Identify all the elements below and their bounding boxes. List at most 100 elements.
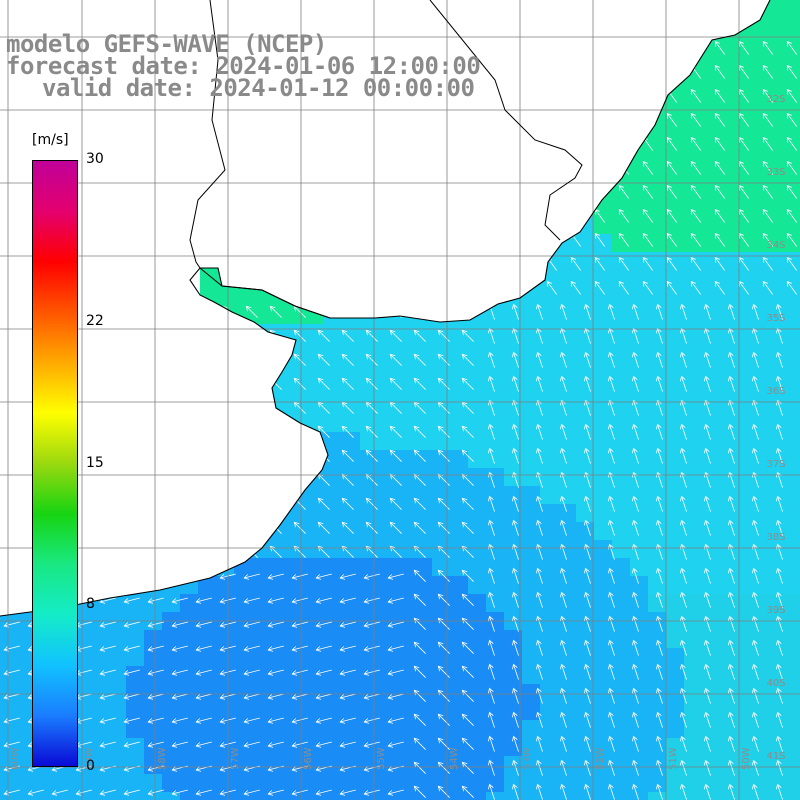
field-cell (0, 270, 19, 289)
field-cell (630, 0, 649, 19)
field-cell (0, 126, 19, 145)
field-cell (756, 720, 775, 739)
wind-arrow (197, 425, 210, 438)
field-cell (774, 576, 793, 595)
field-cell (648, 414, 667, 433)
field-cell (342, 108, 361, 127)
field-cell (0, 774, 19, 793)
wind-arrow (512, 495, 519, 512)
wind-arrow (618, 136, 630, 151)
field-cell (108, 774, 127, 793)
field-cell (306, 0, 325, 19)
field-cell (486, 720, 505, 739)
wind-arrow (680, 423, 687, 440)
field-cell (522, 666, 541, 685)
wind-arrow (752, 615, 759, 632)
field-cell (234, 198, 253, 217)
field-cell (738, 468, 757, 487)
field-cell (252, 540, 271, 559)
field-cell (432, 360, 451, 379)
field-cell (702, 180, 721, 199)
field-cell (720, 720, 739, 739)
field-cell (342, 234, 361, 253)
field-cell (162, 738, 181, 757)
wind-arrow (666, 112, 678, 127)
wind-arrow (269, 305, 282, 318)
field-cell (252, 792, 271, 800)
field-cell (486, 288, 505, 307)
wind-arrow (171, 717, 188, 724)
field-cell (396, 306, 415, 325)
wind-arrow (776, 399, 783, 416)
wind-arrow (656, 687, 663, 704)
field-cell (270, 594, 289, 613)
field-cell (162, 252, 181, 271)
field-cell (270, 144, 289, 163)
wind-arrow (642, 88, 654, 103)
field-cell (684, 270, 703, 289)
field-cell (144, 360, 163, 379)
field-cell (432, 234, 451, 253)
field-cell (198, 414, 217, 433)
field-cell (774, 666, 793, 685)
field-cell (684, 648, 703, 667)
field-cell (648, 198, 667, 217)
field-cell (360, 504, 379, 523)
field-cell (792, 666, 800, 685)
field-cell (792, 486, 800, 505)
field-cell (738, 792, 757, 800)
field-cell (252, 666, 271, 685)
wind-arrow (632, 687, 639, 704)
field-cell (468, 684, 487, 703)
field-cell (450, 306, 469, 325)
field-cell (378, 648, 397, 667)
field-cell (252, 720, 271, 739)
field-cell (468, 126, 487, 145)
field-cell (162, 630, 181, 649)
wind-arrow (77, 425, 90, 438)
field-cell (306, 540, 325, 559)
field-cell (756, 378, 775, 397)
field-cell (162, 558, 181, 577)
field-cell (0, 378, 19, 397)
field-cell (0, 252, 19, 271)
field-cell (414, 18, 433, 37)
field-cell (324, 612, 343, 631)
field-cell (360, 666, 379, 685)
field-cell (180, 432, 199, 451)
field-cell (288, 630, 307, 649)
field-cell (324, 594, 343, 613)
field-cell (792, 432, 800, 451)
wind-arrow (656, 735, 663, 752)
field-cell (378, 738, 397, 757)
field-cell (180, 720, 199, 739)
field-cell (792, 684, 800, 703)
wind-arrow (584, 639, 591, 656)
field-cell (576, 522, 595, 541)
wind-arrow (461, 449, 474, 462)
field-cell (270, 216, 289, 235)
field-cell (360, 342, 379, 361)
field-cell (756, 414, 775, 433)
field-cell (126, 774, 145, 793)
field-cell (270, 468, 289, 487)
field-cell (558, 666, 577, 685)
field-cell (0, 324, 19, 343)
field-cell (432, 414, 451, 433)
wind-arrow (437, 617, 450, 630)
wind-arrow (704, 327, 711, 344)
field-cell (360, 162, 379, 181)
field-cell (108, 108, 127, 127)
field-cell (468, 216, 487, 235)
wind-arrow (267, 789, 284, 796)
field-cell (558, 612, 577, 631)
field-cell (342, 576, 361, 595)
field-cell (180, 540, 199, 559)
field-cell (414, 216, 433, 235)
field-cell (666, 126, 685, 145)
wind-arrow (762, 160, 774, 175)
field-cell (486, 54, 505, 73)
wind-arrow (389, 497, 402, 510)
wind-arrow (776, 783, 783, 800)
field-cell (756, 108, 775, 127)
